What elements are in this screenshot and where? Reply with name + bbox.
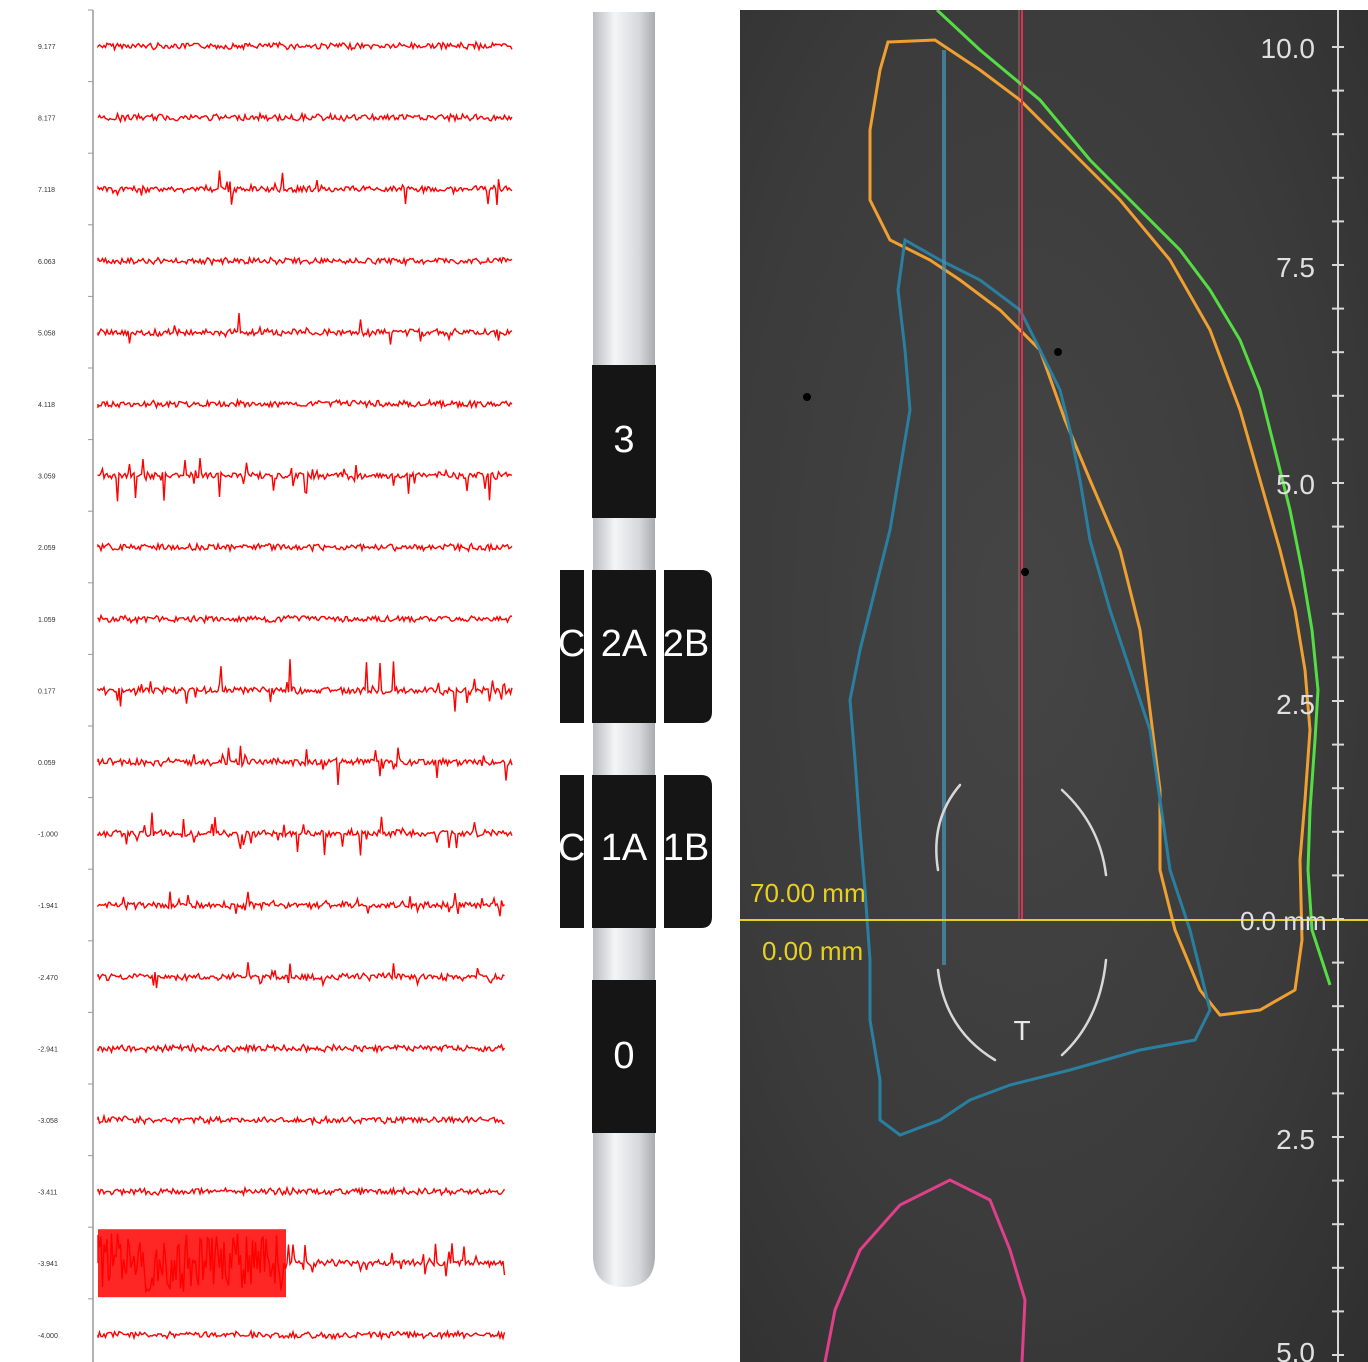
contour-green [935, 10, 1332, 986]
trace-row: -3.058 [38, 1083, 505, 1127]
ruler-label: 5.0 [1276, 1337, 1315, 1362]
trace-row: -3.411 [38, 1155, 506, 1198]
trace-row: 3.059 [38, 439, 513, 502]
trace-row: 5.058 [38, 295, 513, 345]
distance-bottom-label: 0.00 mm [762, 936, 863, 966]
trace-row: 0.177 [38, 653, 513, 712]
trace-row: 9.177 [38, 9, 513, 52]
contact-1a-label: 1A [601, 827, 648, 869]
trace-signal [97, 891, 505, 917]
trace-signal [97, 1042, 506, 1055]
ruler-label: 10.0 [1261, 33, 1316, 64]
contact-1b-label: 1B [663, 827, 709, 869]
contact-1c-label: 1C [560, 827, 585, 869]
marker-dot [803, 393, 811, 401]
trace-row: -2.470 [38, 940, 505, 989]
depth-label: 0.177 [38, 688, 56, 695]
contour-pink [823, 1178, 1027, 1362]
trace-signal [97, 255, 513, 267]
depth-label: 0.059 [38, 760, 56, 767]
ruler-label: 2.5 [1276, 689, 1315, 720]
trace-row: -4.000 [38, 1298, 506, 1341]
trace-signal [97, 1328, 506, 1341]
trace-row: 0.059 [38, 725, 513, 786]
contour-blue [848, 237, 1212, 1137]
depth-label: -3.941 [38, 1261, 58, 1268]
dbs-lead[interactable]: 3 2C 2A 2B 1C 1A 1B 0 [560, 0, 740, 1362]
depth-label: -2.470 [38, 975, 58, 982]
ruler-label: 2.5 [1276, 1124, 1315, 1155]
contact-2b-label: 2B [663, 623, 709, 665]
depth-label: 3.059 [38, 474, 56, 481]
trace-row: 4.118 [38, 367, 513, 410]
contact-3-label: 3 [613, 419, 634, 461]
trace-signal [97, 312, 513, 345]
contour-orange [868, 38, 1312, 1017]
trace-signal [97, 170, 513, 205]
view-background [740, 10, 1368, 1362]
trace-burst-block [98, 1229, 286, 1298]
contact-3[interactable]: 3 [592, 365, 656, 518]
marker-dot [1054, 348, 1062, 356]
contact-2c[interactable]: 2C [560, 570, 585, 723]
depth-label: -4.000 [38, 1333, 58, 1340]
anatomy-view[interactable]: T 70.00 mm 0.00 mm 0.0 mm 10.0 7.5 5.0 2… [740, 10, 1368, 1362]
trace-signal [97, 397, 513, 410]
trace-signal [97, 745, 513, 786]
contact-2a-label: 2A [601, 623, 648, 665]
trace-signal [97, 541, 513, 554]
depth-label: 4.118 [38, 402, 55, 409]
depth-label: -2.941 [38, 1046, 58, 1053]
contact-0[interactable]: 0 [592, 980, 656, 1133]
contact-2a[interactable]: 2A [592, 570, 656, 723]
target-label: T [1013, 1015, 1030, 1046]
marker-dot [1021, 568, 1029, 576]
depth-label: 6.063 [38, 259, 56, 266]
trace-row: 8.177 [38, 81, 513, 124]
zero-depth-label: 0.0 mm [1240, 906, 1327, 936]
trace-signal [97, 1113, 505, 1127]
contact-2c-label: 2C [560, 623, 585, 665]
trace-row: 1.059 [38, 582, 513, 626]
depth-label: 7.118 [38, 187, 55, 194]
trace-row: -2.941 [38, 1011, 506, 1055]
depth-label: 1.059 [38, 617, 56, 624]
trace-row: -1.941 [38, 868, 505, 917]
trace-row: -1.000 [38, 797, 513, 856]
trace-row: 7.118 [38, 152, 513, 205]
contact-1c[interactable]: 1C [560, 775, 585, 928]
contact-1b[interactable]: 1B [663, 775, 712, 928]
contact-1a[interactable]: 1A [592, 775, 656, 928]
trace-signal [97, 812, 513, 856]
ruler-label: 7.5 [1276, 252, 1315, 283]
trace-signal [97, 458, 513, 502]
mer-trace-panel: 9.177 8.177 7.118 6.063 5.058 4.118 3.059 2.059… [38, 9, 513, 1362]
depth-label: -1.000 [38, 832, 58, 839]
trace-signal [97, 1185, 506, 1198]
ruler-label: 5.0 [1276, 469, 1315, 500]
trace-signal [97, 40, 513, 52]
depth-label: 9.177 [38, 44, 56, 51]
trace-signal [97, 613, 513, 626]
depth-label: -1.941 [38, 903, 58, 910]
distance-top-label: 70.00 mm [750, 878, 866, 908]
depth-label: 5.058 [38, 330, 56, 337]
depth-label: 2.059 [38, 545, 56, 552]
depth-ruler-ticks [1332, 46, 1344, 1356]
trace-row: 2.059 [38, 510, 513, 554]
target-reticle [935, 783, 1108, 1062]
depth-label: -3.411 [38, 1190, 57, 1197]
trace-signal [97, 962, 505, 989]
depth-label: -3.058 [38, 1118, 58, 1125]
depth-label: 8.177 [38, 116, 56, 123]
trace-row: -3.941 [38, 1226, 506, 1298]
trace-signal [97, 659, 513, 712]
trace-signal [97, 111, 513, 124]
trace-row: 6.063 [38, 224, 513, 267]
contact-0-label: 0 [613, 1035, 634, 1077]
contact-2b[interactable]: 2B [663, 570, 712, 723]
